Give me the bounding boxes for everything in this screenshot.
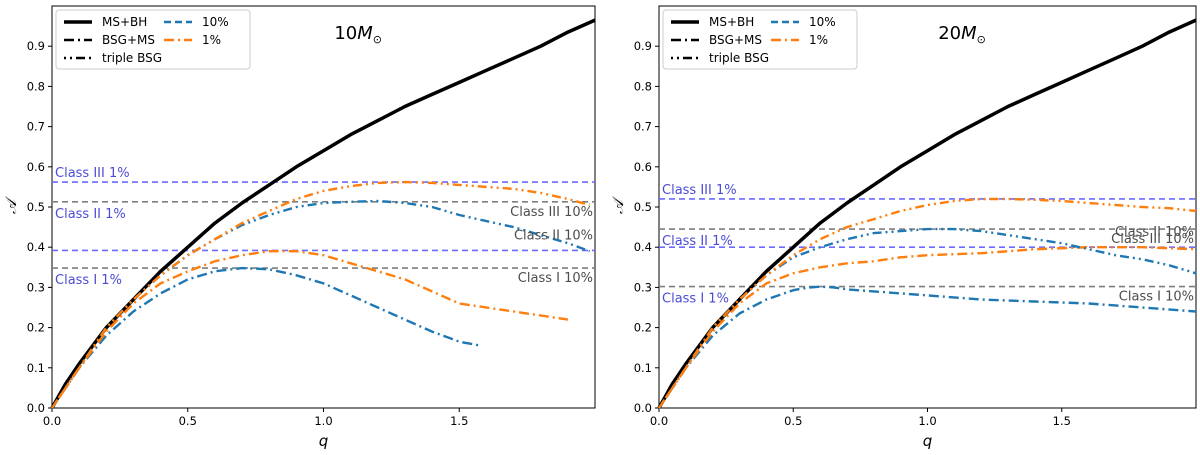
legend-label: triple BSG [709, 51, 769, 65]
class-labels: Class III 1% Class II 1% Class I 1% Class I… [662, 183, 1194, 307]
series-line-bsg-ms-10- [658, 285, 1197, 409]
y-tick-label: 0.2 [27, 321, 45, 335]
series-group [50, 18, 596, 409]
legend-box [662, 9, 858, 70]
panel-20msun: 0.0 0.5 1.0 1.5 0.0 0.1 0.2 0.3 0.4 0.5 0.6 0.7 0.8 0… [609, 5, 1197, 450]
class-label-10pct: Class II 10% [1115, 225, 1194, 240]
y-tick-label: 0.4 [27, 240, 45, 254]
series-group [657, 18, 1197, 409]
legend-label: BSG+MS [102, 33, 155, 47]
legend: MS+BH BSG+MS triple BSG 10% 1% [55, 9, 251, 70]
y-tick-label: 0.4 [634, 240, 652, 254]
y-tick-label: 0.3 [634, 280, 652, 294]
class-label-1pct: Class I 1% [662, 292, 729, 307]
x-tick-label: 0.0 [650, 414, 668, 428]
series-line-bsg-ms-1- [658, 246, 1197, 409]
class-label-10pct: Class III 10% [510, 205, 593, 220]
y-tick-label: 0.5 [634, 200, 652, 214]
legend-label: 1% [202, 33, 221, 47]
class-labels: Class III 1% Class II 1% Class I 1% Class I… [55, 166, 593, 288]
ticks: 0.0 0.5 1.0 1.5 0.0 0.1 0.2 0.3 0.4 0.5 0.6 0.7 0.8 0… [634, 39, 1071, 428]
x-axis-label: q [923, 432, 933, 450]
series-line-bsg-ms-10- [51, 266, 482, 409]
legend: MS+BH BSG+MS triple BSG 10% 1% [662, 9, 858, 70]
y-tick-label: 0.2 [634, 321, 652, 335]
y-tick-label: 0.7 [27, 120, 45, 134]
y-tick-label: 0.9 [634, 39, 652, 53]
x-tick-label: 1.5 [1053, 414, 1071, 428]
series-line-bsg-ms-1- [51, 250, 569, 409]
x-tick-label: 0.5 [784, 414, 802, 428]
series-line-triple-bsg-10- [51, 199, 591, 409]
ticks: 0.0 0.5 1.0 1.5 0.0 0.1 0.2 0.3 0.4 0.5 0.6 0.7 0.8 0… [27, 39, 469, 428]
class-label-10pct: Class III 10% [1111, 232, 1194, 247]
class-threshold-lines [52, 181, 595, 269]
x-tick-label: 1.0 [918, 414, 936, 428]
y-tick-label: 0.5 [27, 200, 45, 214]
x-tick-label: 0.0 [43, 414, 61, 428]
panel-title: 20M⊙ [938, 23, 986, 46]
legend-label: 10% [202, 15, 229, 29]
y-tick-label: 0.7 [634, 120, 652, 134]
class-label-10pct: Class II 10% [514, 228, 593, 243]
legend-label: 10% [809, 15, 836, 29]
panel-10msun: 0.0 0.5 1.0 1.5 0.0 0.1 0.2 0.3 0.4 0.5 0.6 0.7 0.8 0… [2, 5, 596, 450]
panel-title: 10M⊙ [334, 23, 382, 46]
y-tick-label: 0.6 [634, 160, 652, 174]
legend-label: BSG+MS [709, 33, 762, 47]
y-tick-label: 0.0 [634, 401, 652, 415]
x-tick-label: 1.5 [450, 414, 468, 428]
legend-label: MS+BH [709, 15, 754, 29]
legend-label: triple BSG [102, 51, 162, 65]
legend-box [55, 9, 251, 70]
class-label-1pct: Class III 1% [55, 166, 130, 181]
x-axis-label: q [319, 432, 329, 450]
series-line-triple-bsg-1- [658, 197, 1197, 409]
x-tick-label: 0.5 [179, 414, 197, 428]
class-label-1pct: Class II 1% [662, 234, 733, 249]
class-label-1pct: Class III 1% [662, 183, 737, 198]
y-tick-label: 0.1 [27, 361, 45, 375]
y-tick-label: 0.3 [27, 280, 45, 294]
x-tick-label: 1.0 [314, 414, 332, 428]
y-tick-label: 0.8 [634, 79, 652, 93]
y-tick-label: 0.6 [27, 160, 45, 174]
legend-label: MS+BH [102, 15, 147, 29]
legend-label: 1% [809, 33, 828, 47]
class-label-10pct: Class I 10% [518, 271, 593, 286]
series-line-triple-bsg-1- [51, 180, 590, 409]
y-tick-label: 0.1 [634, 361, 652, 375]
y-tick-label: 0.8 [27, 79, 45, 93]
y-tick-label: 0.0 [27, 401, 45, 415]
class-label-10pct: Class I 10% [1119, 290, 1194, 305]
class-label-1pct: Class II 1% [55, 207, 126, 222]
y-tick-label: 0.9 [27, 39, 45, 53]
class-label-1pct: Class I 1% [55, 273, 122, 288]
